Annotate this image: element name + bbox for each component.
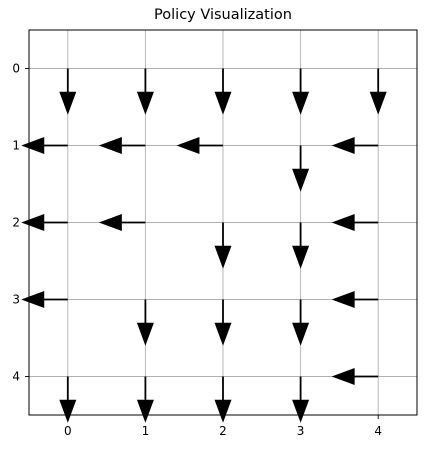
x-tick-label-2: 2 bbox=[219, 424, 227, 438]
arrow-down-r1-c3 bbox=[292, 145, 310, 192]
arrow-left-r4-c4 bbox=[331, 368, 379, 385]
arrow-left-r2-c1 bbox=[98, 214, 146, 231]
arrow-down-r2-c3 bbox=[292, 222, 310, 269]
arrow-down-r4-c0 bbox=[59, 376, 77, 423]
arrow-left-r2-c4 bbox=[331, 214, 379, 231]
x-tick-label-1: 1 bbox=[142, 424, 150, 438]
y-tick-label-4: 4 bbox=[12, 370, 20, 384]
arrow-down-r4-c3 bbox=[292, 376, 310, 423]
x-tick-label-0: 0 bbox=[64, 424, 72, 438]
arrow-left-r1-c0 bbox=[21, 137, 68, 154]
x-tick-label-4: 4 bbox=[374, 424, 382, 438]
arrow-down-r4-c2 bbox=[214, 376, 232, 423]
arrow-down-r0-c1 bbox=[136, 68, 154, 115]
y-tick-label-1: 1 bbox=[12, 139, 20, 153]
tick-layer: 0 1 2 3 4 0 1 2 3 4 bbox=[12, 62, 382, 439]
arrow-down-r0-c3 bbox=[292, 68, 310, 115]
arrow-down-r4-c1 bbox=[136, 376, 154, 423]
arrow-down-r0-c4 bbox=[369, 68, 387, 115]
arrow-down-r2-c2 bbox=[214, 222, 232, 269]
arrow-down-r3-c3 bbox=[292, 299, 310, 346]
arrow-left-r1-c4 bbox=[331, 137, 379, 154]
arrow-left-r3-c0 bbox=[21, 291, 68, 308]
y-tick-label-0: 0 bbox=[12, 62, 20, 76]
arrow-down-r0-c0 bbox=[59, 68, 77, 115]
arrow-layer bbox=[21, 68, 387, 423]
arrow-left-r2-c0 bbox=[21, 214, 68, 231]
arrow-down-r3-c2 bbox=[214, 299, 232, 346]
y-tick-label-3: 3 bbox=[12, 293, 20, 307]
arrow-left-r3-c4 bbox=[331, 291, 379, 308]
y-tick-label-2: 2 bbox=[12, 216, 20, 230]
arrow-left-r1-c2 bbox=[176, 137, 223, 154]
chart-title: Policy Visualization bbox=[154, 7, 292, 23]
arrow-down-r3-c1 bbox=[136, 299, 154, 346]
arrow-down-r0-c2 bbox=[214, 68, 232, 115]
x-tick-label-3: 3 bbox=[297, 424, 305, 438]
arrow-left-r1-c1 bbox=[98, 137, 146, 154]
